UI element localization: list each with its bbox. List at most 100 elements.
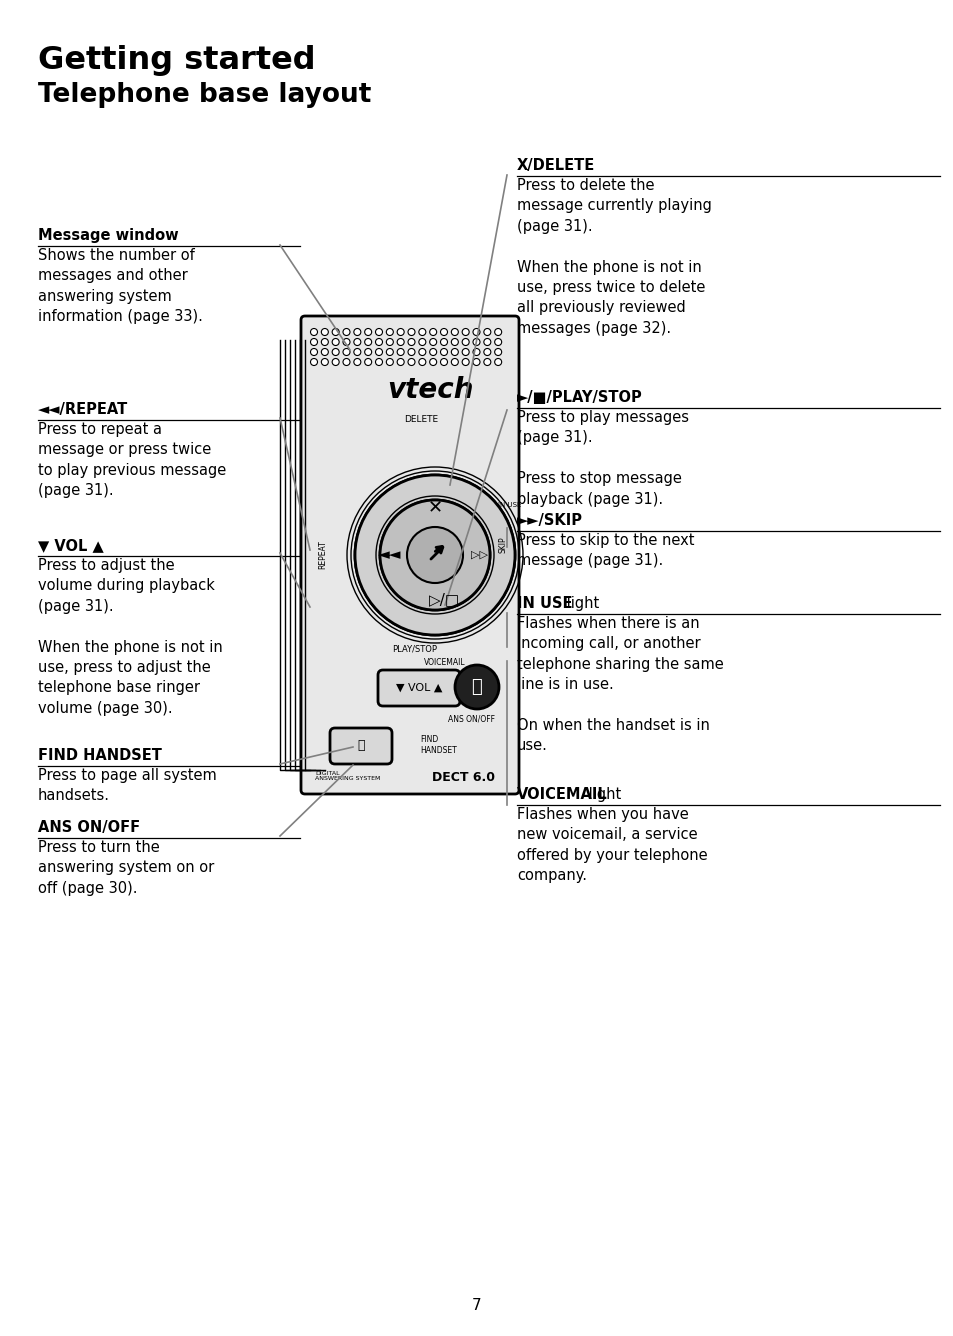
Circle shape [451,349,457,355]
Circle shape [364,358,372,366]
Circle shape [321,329,328,335]
Text: Telephone base layout: Telephone base layout [38,81,371,108]
Circle shape [473,338,479,346]
Circle shape [343,349,350,355]
Circle shape [354,349,360,355]
Circle shape [440,338,447,346]
Text: Press to play messages
(page 31).

Press to stop message
playback (page 31).: Press to play messages (page 31). Press … [517,410,688,506]
Circle shape [310,358,317,366]
Circle shape [429,358,436,366]
Text: IN USE: IN USE [517,596,572,611]
Circle shape [429,349,436,355]
Text: DIGITAL
ANSWERING SYSTEM: DIGITAL ANSWERING SYSTEM [314,771,380,782]
Text: ✕: ✕ [427,500,442,517]
Circle shape [396,358,404,366]
Circle shape [418,349,425,355]
Text: PLAY/STOP: PLAY/STOP [392,644,437,653]
Text: light: light [584,787,621,802]
Text: ▼ VOL ▲: ▼ VOL ▲ [38,538,104,553]
Text: ANS ON/OFF: ANS ON/OFF [448,715,495,724]
Circle shape [495,349,501,355]
Circle shape [354,358,360,366]
Circle shape [495,329,501,335]
Text: Press to adjust the
volume during playback
(page 31).

When the phone is not in
: Press to adjust the volume during playba… [38,558,222,716]
Circle shape [451,358,457,366]
Text: Press to delete the
message currently playing
(page 31).

When the phone is not : Press to delete the message currently pl… [517,178,711,335]
Circle shape [364,349,372,355]
Circle shape [495,358,501,366]
Circle shape [343,338,350,346]
Circle shape [473,349,479,355]
Circle shape [354,329,360,335]
Circle shape [332,358,339,366]
Circle shape [495,338,501,346]
Text: Press to repeat a
message or press twice
to play previous message
(page 31).: Press to repeat a message or press twice… [38,422,226,498]
Circle shape [440,349,447,355]
Circle shape [483,358,491,366]
Circle shape [310,338,317,346]
Circle shape [461,329,469,335]
Text: Shows the number of
messages and other
answering system
information (page 33).: Shows the number of messages and other a… [38,248,203,325]
Circle shape [364,338,372,346]
Text: Getting started: Getting started [38,45,315,76]
Circle shape [375,329,382,335]
Circle shape [386,358,393,366]
Text: ▷▷: ▷▷ [471,550,488,560]
Text: light: light [561,596,598,611]
Text: VOICEMAIL: VOICEMAIL [517,787,607,802]
Circle shape [483,329,491,335]
Circle shape [408,358,415,366]
Circle shape [451,329,457,335]
Circle shape [461,349,469,355]
Circle shape [440,358,447,366]
Circle shape [375,349,382,355]
Circle shape [429,338,436,346]
Text: Press to page all system
handsets.: Press to page all system handsets. [38,768,216,803]
Circle shape [321,358,328,366]
Circle shape [418,338,425,346]
Circle shape [429,329,436,335]
Text: ►/■/PLAY/STOP: ►/■/PLAY/STOP [517,390,642,405]
Text: 📱: 📱 [356,740,364,752]
Text: ⏻: ⏻ [471,677,482,696]
Circle shape [473,329,479,335]
Circle shape [375,338,382,346]
Circle shape [343,358,350,366]
Circle shape [455,665,498,709]
Circle shape [310,329,317,335]
Circle shape [354,338,360,346]
Circle shape [396,349,404,355]
FancyBboxPatch shape [377,669,459,705]
Text: ◄◄/REPEAT: ◄◄/REPEAT [38,402,128,417]
FancyBboxPatch shape [301,317,518,794]
Circle shape [483,349,491,355]
Text: Flashes when you have
new voicemail, a service
offered by your telephone
company: Flashes when you have new voicemail, a s… [517,807,707,883]
Text: ▼ VOL ▲: ▼ VOL ▲ [395,683,442,693]
Text: ►►/SKIP: ►►/SKIP [517,513,582,528]
FancyBboxPatch shape [330,728,392,764]
Text: 7: 7 [472,1297,481,1312]
Text: VOICEMAIL: VOICEMAIL [424,659,465,668]
Circle shape [408,338,415,346]
Text: Press to turn the
answering system on or
off (page 30).: Press to turn the answering system on or… [38,840,214,896]
Circle shape [483,338,491,346]
Circle shape [408,349,415,355]
Circle shape [332,349,339,355]
Text: SKIP: SKIP [498,537,507,553]
Circle shape [343,329,350,335]
Text: Message window: Message window [38,228,178,243]
Text: REPEAT: REPEAT [318,541,327,569]
Circle shape [396,338,404,346]
Circle shape [355,476,515,635]
Circle shape [408,329,415,335]
Text: FIND HANDSET: FIND HANDSET [38,748,162,763]
Text: vtech: vtech [387,375,474,403]
Circle shape [418,358,425,366]
Text: Flashes when there is an
incoming call, or another
telephone sharing the same
li: Flashes when there is an incoming call, … [517,616,723,754]
Circle shape [364,329,372,335]
Circle shape [461,338,469,346]
Text: FIND
HANDSET: FIND HANDSET [419,735,456,755]
Circle shape [473,358,479,366]
Circle shape [321,338,328,346]
Text: ◄◄: ◄◄ [377,548,401,562]
